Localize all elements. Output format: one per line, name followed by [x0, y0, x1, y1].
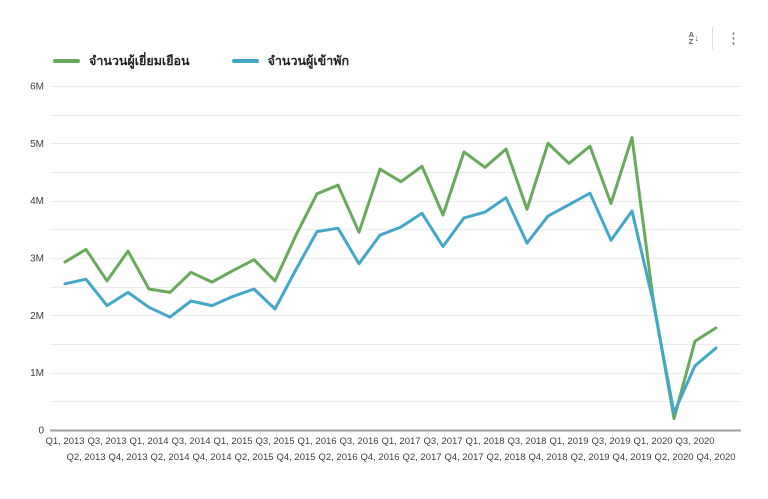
x-tick-label: Q3, 2016 — [339, 436, 378, 447]
x-tick-label: Q1, 2019 — [549, 436, 588, 447]
legend-item-guests[interactable]: จำนวนผู้เข้าพัก — [231, 54, 350, 68]
legend-label-guests: จำนวนผู้เข้าพัก — [267, 54, 350, 68]
y-axis-labels: 0 1M 2M 3M 4M 5M 6M — [30, 82, 44, 437]
x-tick-label: Q1, 2020 — [633, 436, 672, 447]
x-axis-labels: Q1, 2013 Q2, 2013 Q3, 2013 Q4, 2013 Q1, 2014… — [45, 436, 735, 463]
x-tick-label: Q1, 2014 — [129, 436, 168, 447]
x-tick-label: Q1, 2016 — [297, 436, 336, 447]
x-tick-label: Q2, 2019 — [570, 452, 609, 463]
y-tick-label: 2M — [30, 311, 44, 322]
x-tick-label: Q2, 2018 — [486, 452, 525, 463]
x-tick-label: Q2, 2016 — [318, 452, 357, 463]
x-tick-label: Q1, 2015 — [213, 436, 252, 447]
x-tick-label: Q3, 2015 — [255, 436, 294, 447]
x-tick-label: Q3, 2018 — [507, 436, 546, 447]
sort-letter-z: Z — [688, 37, 694, 46]
y-tick-label: 0 — [38, 426, 44, 437]
series-line-guests — [63, 191, 718, 415]
sort-az-icon[interactable]: A Z ↓ — [688, 29, 700, 46]
x-tick-label: Q2, 2013 — [66, 452, 105, 463]
x-tick-label: Q4, 2015 — [276, 452, 315, 463]
y-tick-label: 1M — [30, 368, 44, 379]
x-tick-label: Q4, 2014 — [192, 452, 231, 463]
sort-letter-a: A — [688, 29, 694, 39]
chart-toolbar: A Z ↓ ⋮ — [688, 26, 741, 50]
x-tick-label: Q4, 2017 — [444, 452, 483, 463]
x-tick-label: Q4, 2016 — [360, 452, 399, 463]
y-tick-label: 3M — [30, 254, 44, 265]
x-tick-label: Q3, 2020 — [675, 436, 714, 447]
toolbar-divider — [712, 27, 713, 49]
x-tick-label: Q3, 2017 — [423, 436, 462, 447]
x-tick-label: Q2, 2020 — [654, 452, 693, 463]
x-tick-label: Q4, 2020 — [696, 452, 735, 463]
x-tick-label: Q4, 2018 — [528, 452, 567, 463]
x-tick-label: Q1, 2017 — [381, 436, 420, 447]
y-tick-label: 5M — [30, 139, 44, 150]
x-tick-label: Q1, 2018 — [465, 436, 504, 447]
gridlines — [50, 86, 741, 402]
legend-swatch-visitors — [53, 59, 80, 64]
series-line-visitors — [63, 136, 718, 420]
x-tick-label: Q4, 2013 — [108, 452, 147, 463]
x-tick-label: Q3, 2014 — [171, 436, 210, 447]
x-tick-label: Q4, 2019 — [612, 452, 651, 463]
x-tick-label: Q3, 2013 — [87, 436, 126, 447]
y-tick-label: 4M — [30, 196, 44, 207]
y-tick-label: 6M — [30, 82, 44, 93]
legend-label-visitors: จำนวนผู้เยี่ยมเยือน — [89, 54, 190, 68]
x-tick-label: Q2, 2014 — [150, 452, 189, 463]
chart-legend: จำนวนผู้เยี่ยมเยือน จำนวนผู้เข้าพัก — [53, 55, 349, 68]
x-tick-label: Q1, 2013 — [45, 436, 84, 447]
x-tick-label: Q3, 2019 — [591, 436, 630, 447]
legend-item-visitors[interactable]: จำนวนผู้เยี่ยมเยือน — [53, 55, 190, 68]
x-tick-label: Q2, 2017 — [402, 452, 441, 463]
legend-swatch-guests — [231, 59, 259, 64]
more-options-icon[interactable]: ⋮ — [726, 29, 741, 47]
sort-arrow-icon: ↓ — [694, 32, 700, 43]
x-tick-label: Q2, 2015 — [234, 452, 273, 463]
